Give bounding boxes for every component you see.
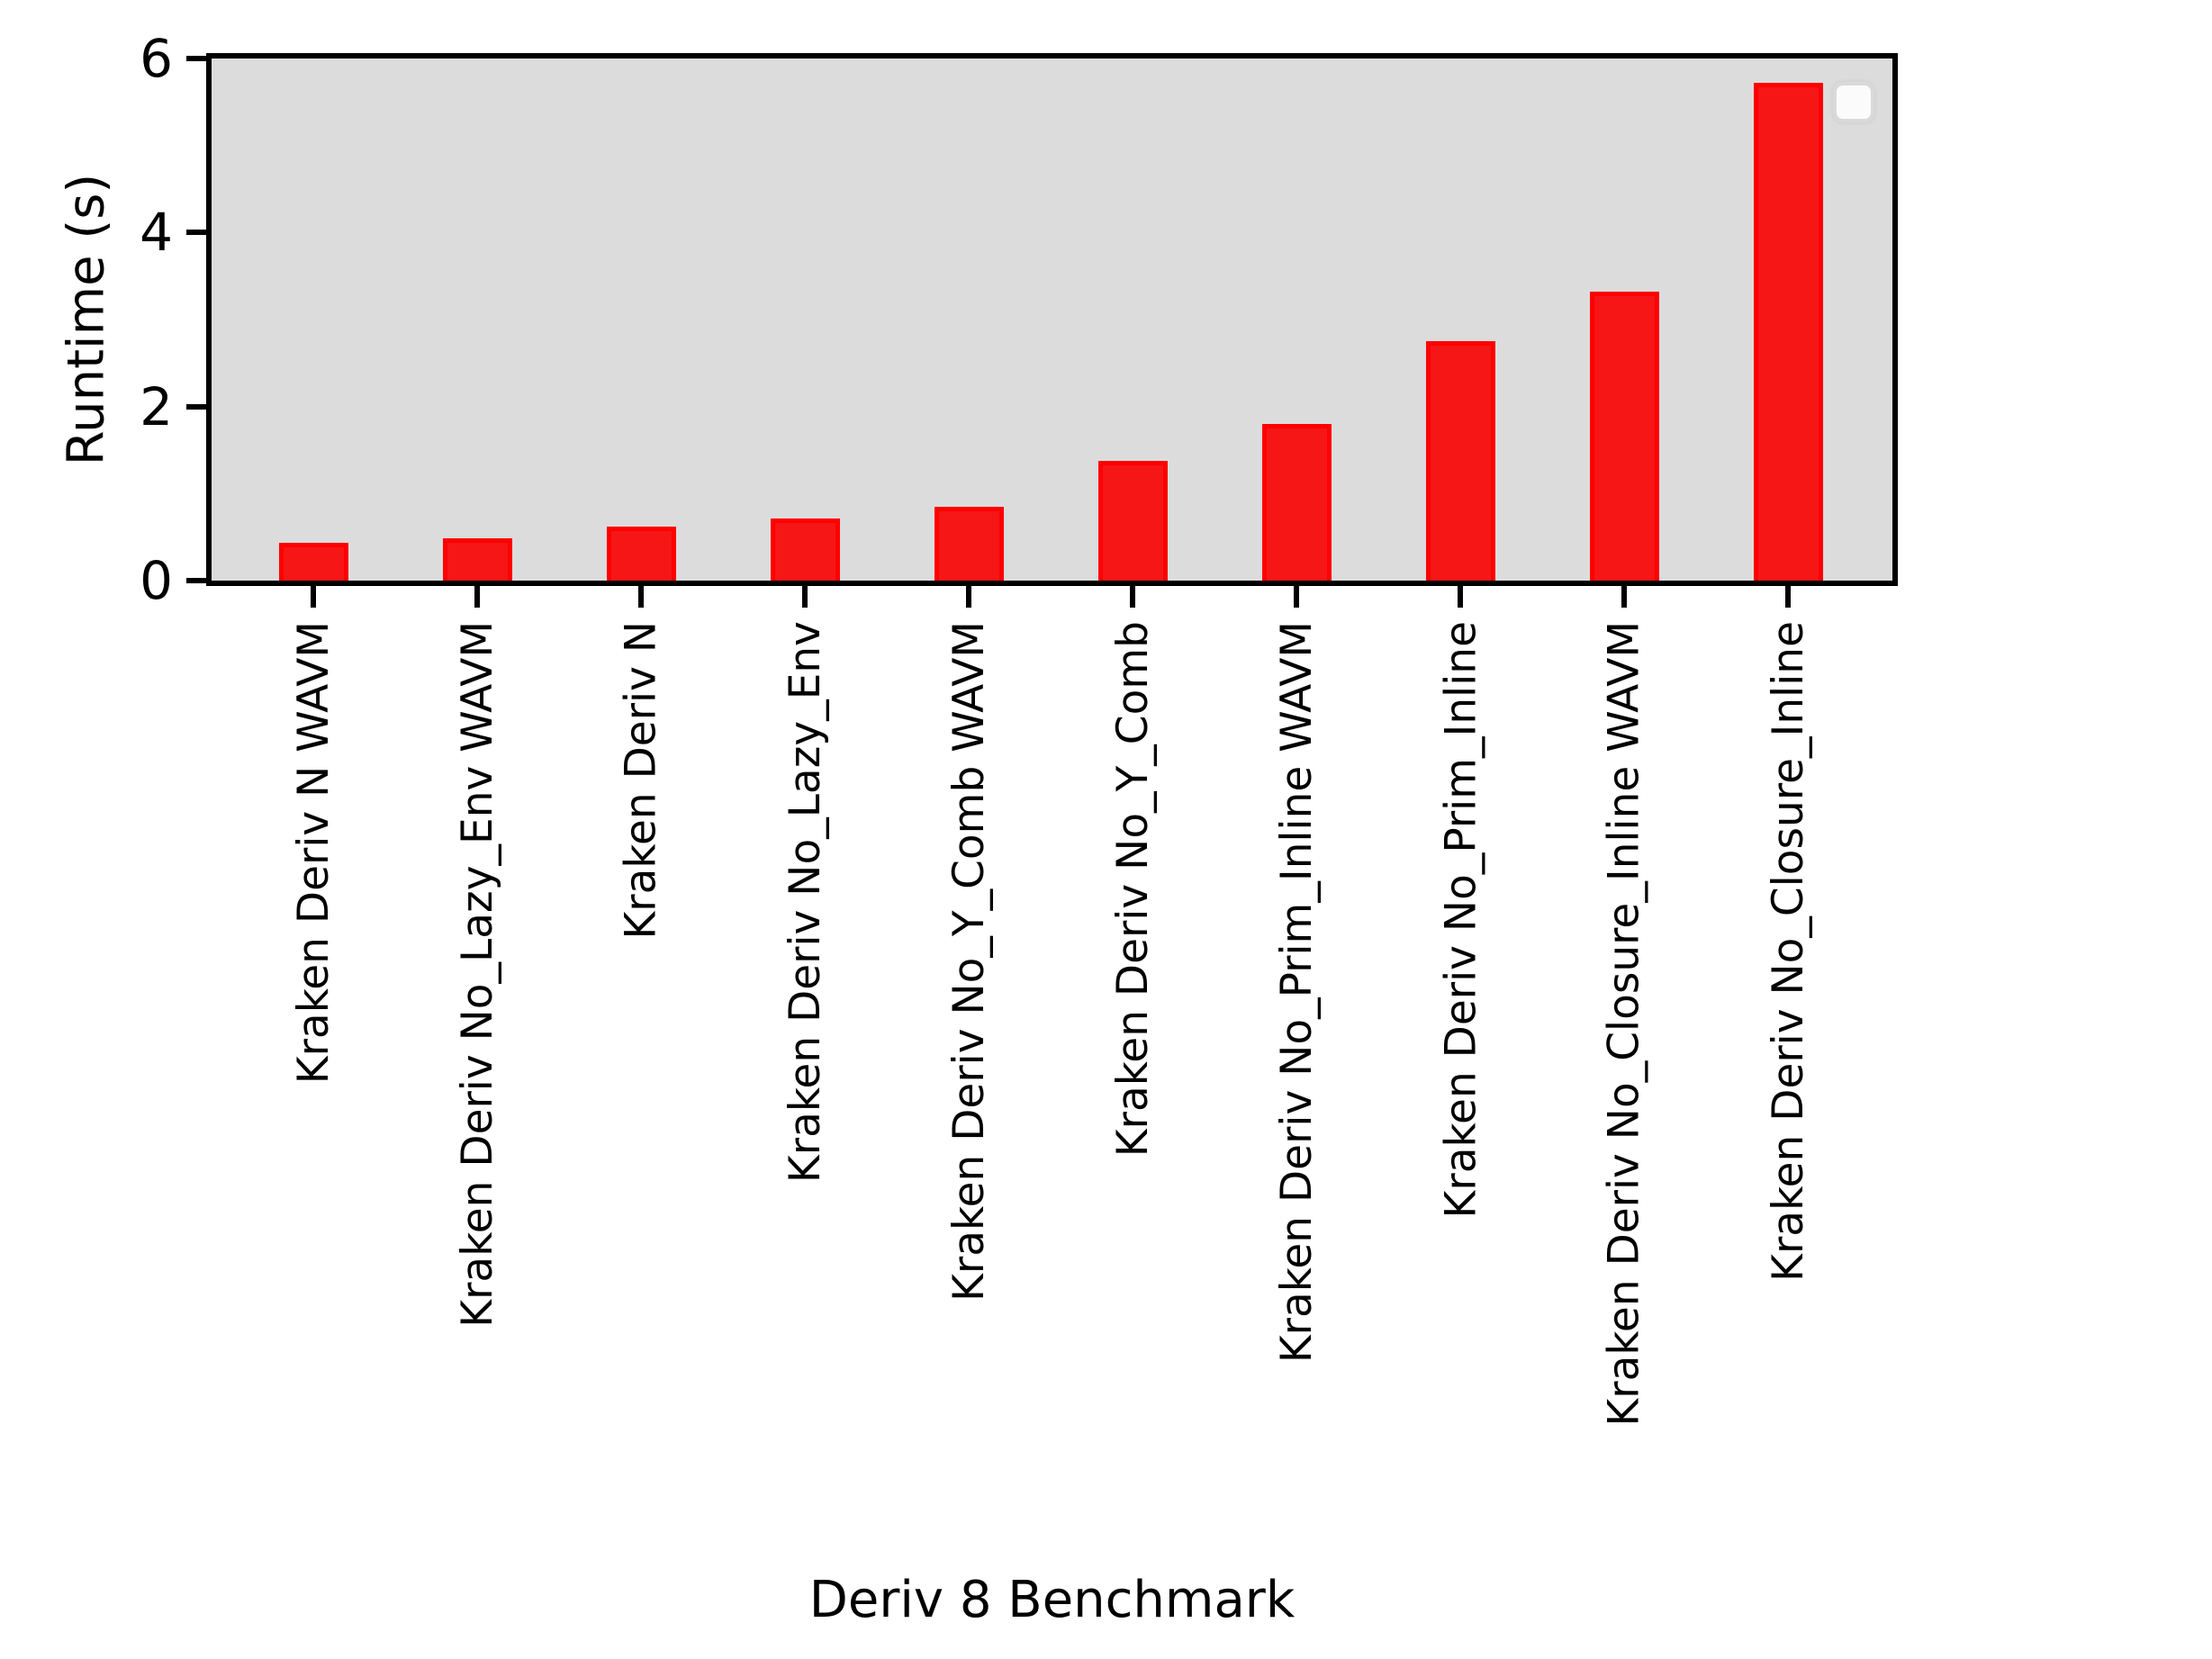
x-tick-label: Kraken Deriv No_Closure_Inline (1764, 621, 1813, 1282)
x-tick-label: Kraken Deriv No_Lazy_Env (781, 621, 830, 1184)
bar (1261, 424, 1332, 581)
x-tick-mark (802, 586, 808, 608)
x-tick-mark (1130, 586, 1135, 608)
bar (1589, 292, 1659, 581)
y-tick-mark (186, 56, 206, 61)
x-tick-label: Kraken Deriv No_Closure_Inline WAVM (1600, 621, 1649, 1427)
y-tick-label: 2 (140, 375, 173, 437)
x-tick-mark (474, 586, 480, 608)
plot-area (206, 53, 1898, 586)
x-tick-mark (1294, 586, 1299, 608)
x-tick-mark (1621, 586, 1627, 608)
x-tick-label: Kraken Deriv No_Lazy_Env WAVM (453, 621, 502, 1328)
bar (1753, 83, 1823, 581)
x-tick-label: Kraken Deriv No_Prim_Inline (1436, 621, 1485, 1219)
x-tick-label: Kraken Deriv N (617, 621, 666, 940)
bars-container (212, 59, 1892, 581)
y-tick-label: 4 (140, 202, 173, 264)
x-tick-mark (966, 586, 971, 608)
bar (442, 538, 512, 581)
legend-box (1833, 82, 1874, 122)
y-tick-label: 6 (140, 28, 173, 89)
bar (1097, 461, 1168, 581)
x-tick-mark (1458, 586, 1463, 608)
x-tick-mark (1785, 586, 1791, 608)
x-tick-label: Kraken Deriv N WAVM (289, 621, 339, 1085)
bar (770, 518, 840, 581)
bar (1425, 341, 1495, 581)
x-tick-mark (638, 586, 644, 608)
y-tick-mark (186, 578, 206, 583)
x-axis-title: Deriv 8 Benchmark (808, 1571, 1296, 1629)
x-tick-mark (311, 586, 316, 608)
bar (278, 543, 348, 581)
x-tick-label: Kraken Deriv No_Y_Comb WAVM (944, 621, 994, 1302)
x-tick-label: Kraken Deriv No_Y_Comb (1108, 621, 1158, 1158)
bar (606, 527, 676, 581)
bar (934, 507, 1004, 581)
y-tick-mark (186, 403, 206, 410)
y-tick-label: 0 (140, 550, 173, 611)
x-tick-label: Kraken Deriv No_Prim_Inline WAVM (1272, 621, 1322, 1364)
y-tick-mark (186, 230, 206, 236)
